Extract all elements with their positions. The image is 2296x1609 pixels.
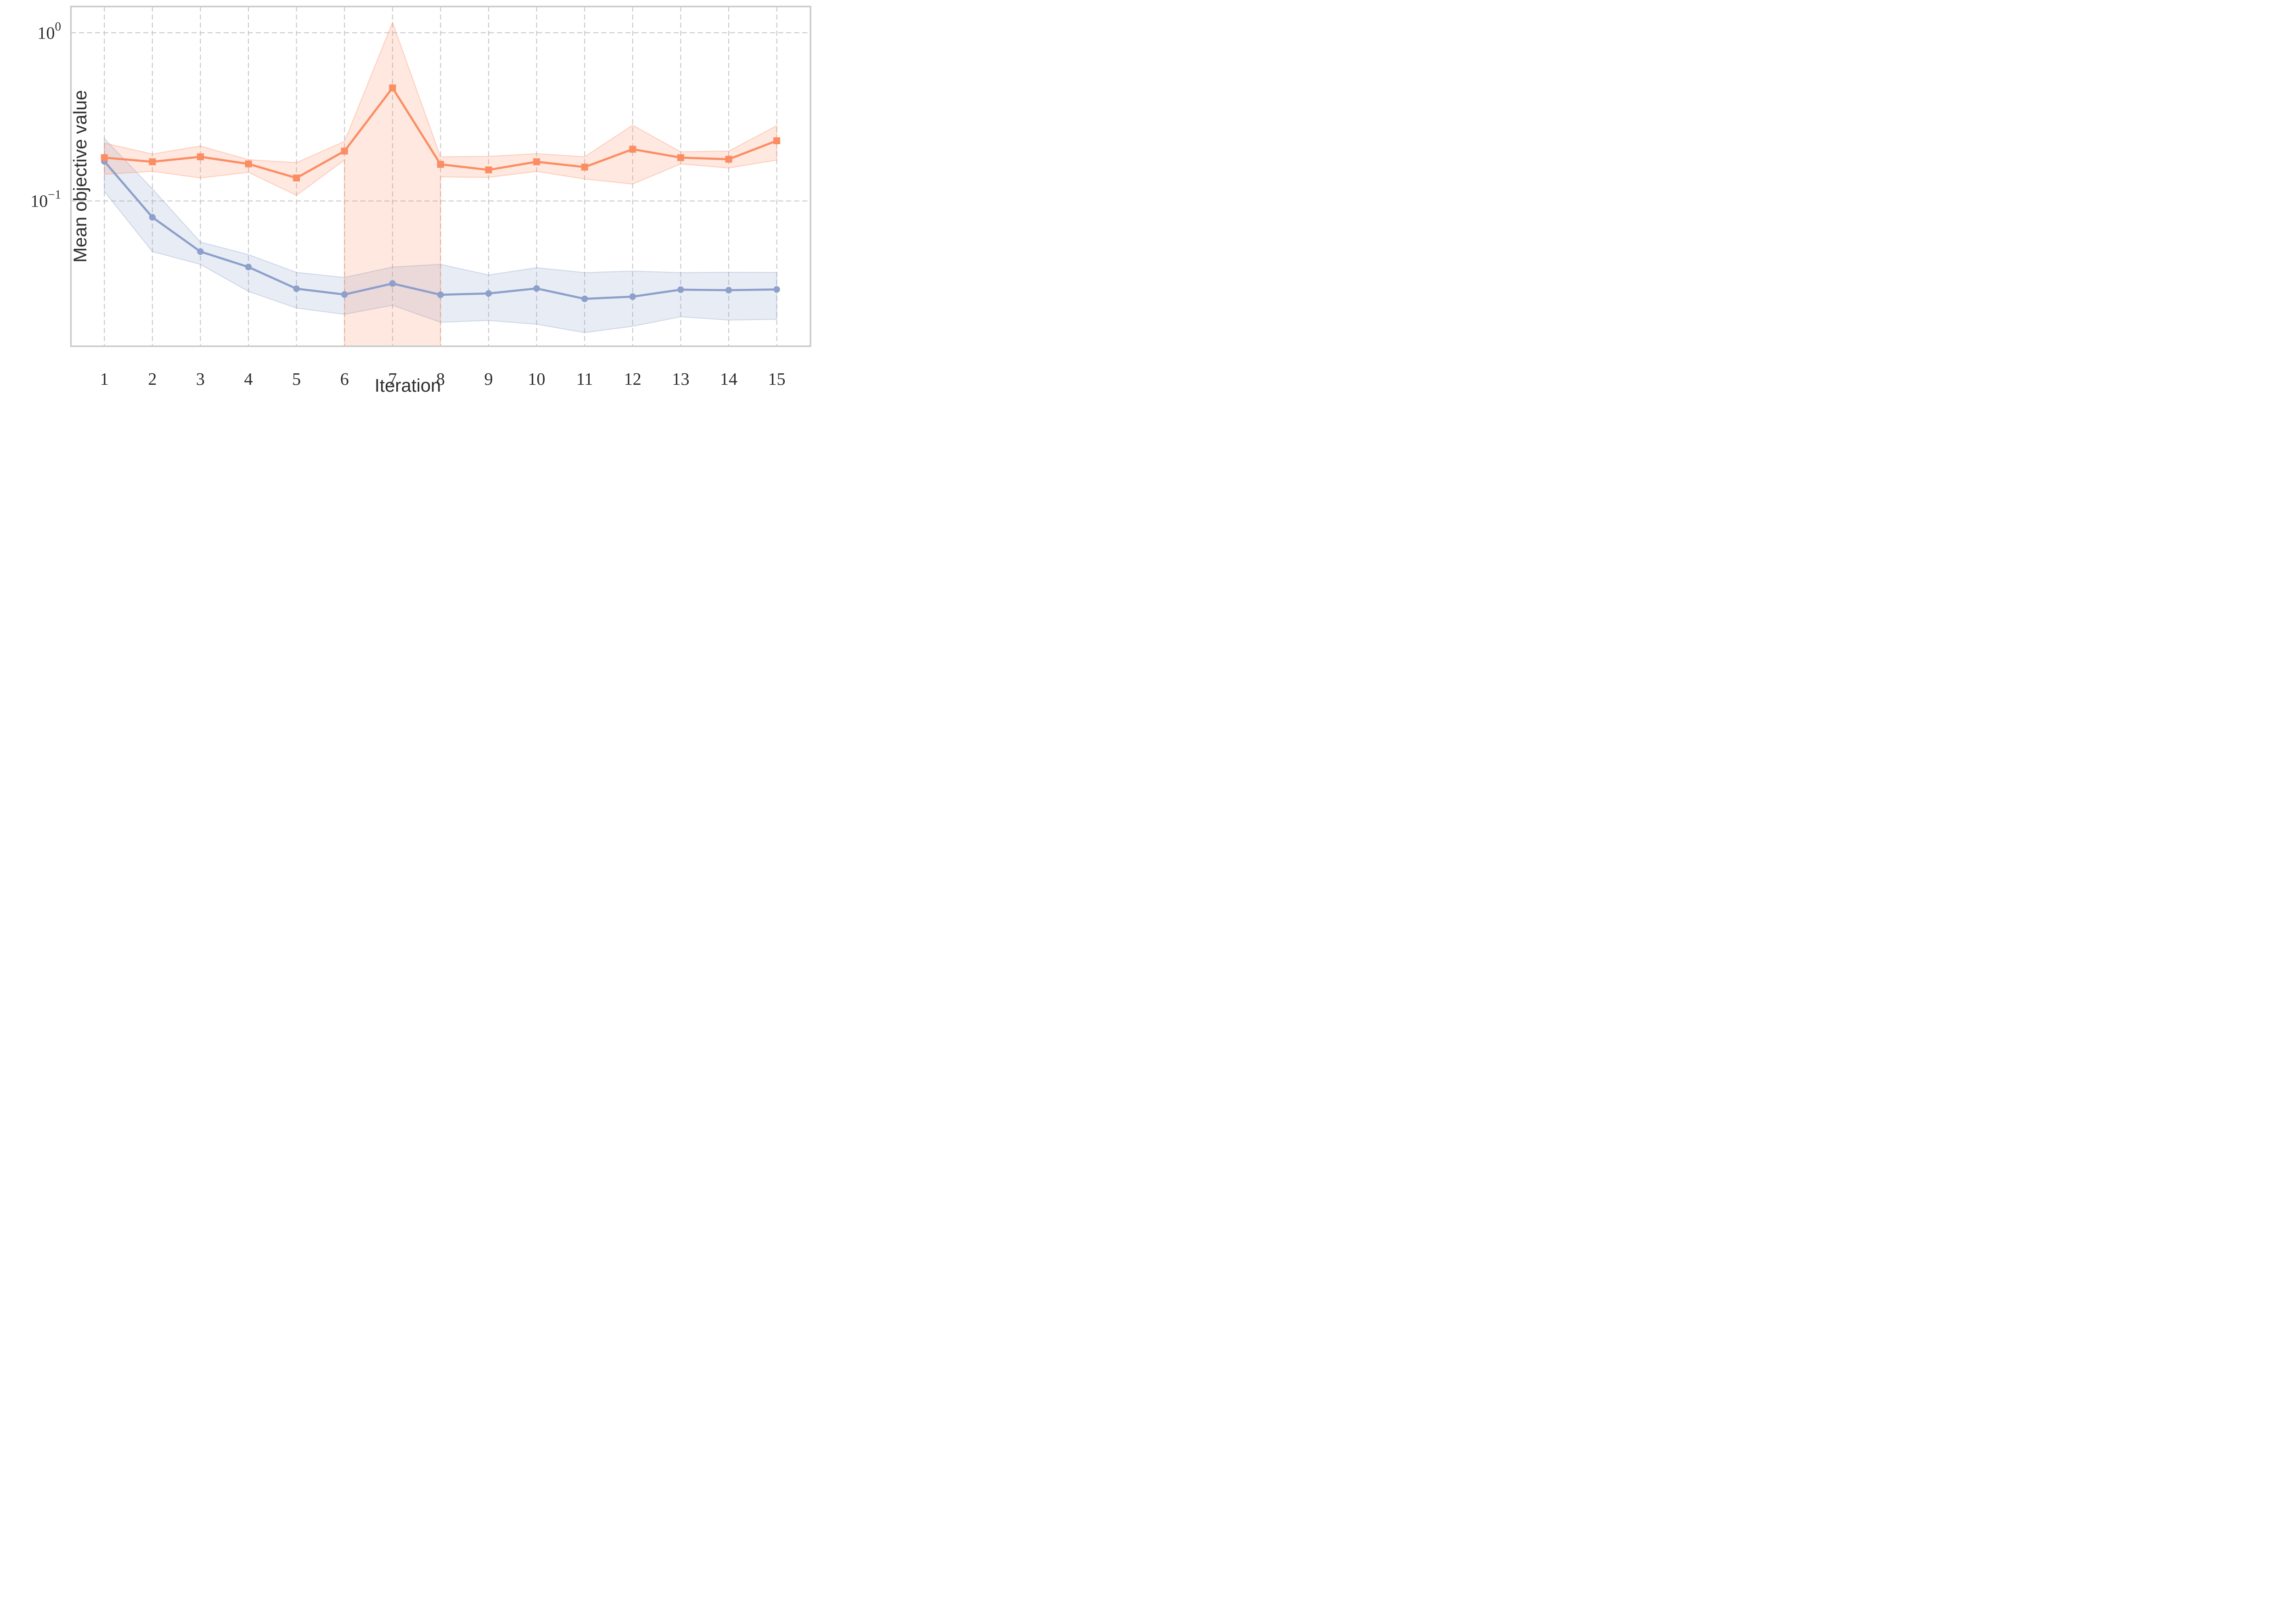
x-tick-label-14: 14 — [720, 370, 737, 389]
orange-squares-marker-5 — [293, 174, 300, 182]
orange-squares-confidence-band — [104, 21, 777, 346]
orange-squares-marker-13 — [677, 154, 684, 161]
blue-circles-confidence-band — [104, 137, 777, 333]
blue-circles-marker-4 — [245, 264, 252, 270]
orange-squares-marker-6 — [341, 147, 348, 155]
x-tick-label-6: 6 — [340, 370, 349, 389]
blue-circles-marker-5 — [293, 285, 300, 292]
x-tick-label-15: 15 — [768, 370, 786, 389]
x-axis-label: Iteration — [374, 376, 441, 396]
blue-circles-marker-8 — [437, 291, 444, 298]
blue-circles-marker-12 — [629, 293, 636, 300]
x-tick-label-3: 3 — [196, 370, 205, 389]
blue-circles-marker-7 — [389, 280, 396, 287]
orange-squares-marker-4 — [245, 160, 252, 168]
x-tick-label-5: 5 — [292, 370, 301, 389]
orange-squares-marker-1 — [101, 154, 108, 161]
y-tick-label-10^0: 100 — [38, 19, 62, 43]
x-tick-label-7: 7 — [388, 370, 397, 389]
blue-circles-marker-6 — [341, 291, 348, 298]
x-tick-label-12: 12 — [624, 370, 642, 389]
blue-circles-marker-9 — [485, 290, 492, 297]
orange-squares-marker-8 — [437, 161, 444, 168]
blue-circles-marker-13 — [677, 286, 684, 293]
x-tick-label-2: 2 — [148, 370, 157, 389]
y-tick-label-10^−1: 10−1 — [30, 188, 61, 211]
orange-squares-marker-10 — [533, 158, 540, 165]
blue-circles-marker-14 — [725, 287, 732, 294]
x-tick-label-10: 10 — [528, 370, 546, 389]
x-tick-label-13: 13 — [672, 370, 689, 389]
orange-squares-marker-9 — [485, 166, 492, 174]
chart: 1 2 3 4 5 6 7 8 9 10 11 12 13 14 15 100 10−1 Iteration M… — [0, 0, 816, 402]
orange-squares-marker-15 — [773, 137, 781, 145]
plot-box-spines — [70, 6, 811, 347]
orange-squares-marker-12 — [629, 146, 636, 153]
x-tick-label-8: 8 — [436, 370, 445, 389]
x-tick-label-4: 4 — [244, 370, 253, 389]
blue-circles-marker-10 — [533, 285, 540, 292]
x-tick-label-1: 1 — [100, 370, 109, 389]
orange-squares-marker-3 — [197, 153, 204, 160]
blue-circles-marker-11 — [581, 295, 588, 302]
blue-circles-marker-2 — [149, 214, 156, 221]
y-axis-label: Mean objective value — [70, 90, 90, 263]
blue-circles-marker-3 — [197, 248, 204, 255]
orange-squares-marker-11 — [581, 163, 588, 171]
x-tick-label-11: 11 — [576, 370, 593, 389]
orange-squares-marker-14 — [725, 156, 732, 163]
blue-circles-marker-15 — [773, 286, 780, 293]
orange-squares-marker-2 — [149, 158, 156, 165]
orange-squares-marker-7 — [389, 84, 396, 91]
x-tick-label-9: 9 — [484, 370, 493, 389]
